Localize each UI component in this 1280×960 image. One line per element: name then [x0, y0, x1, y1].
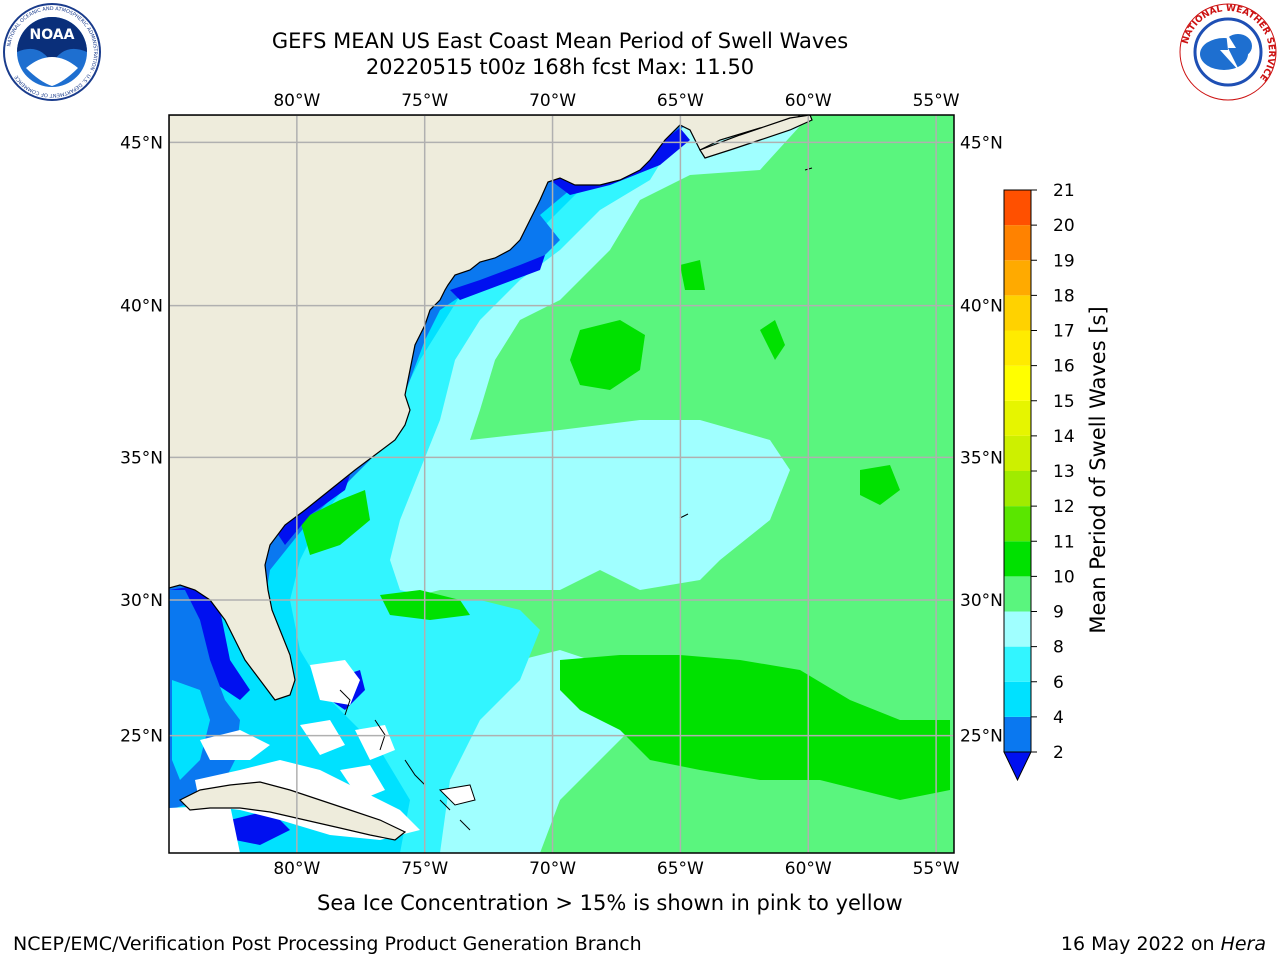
lon-label-bottom: 75°W — [401, 859, 448, 879]
colorbar-tick-label: 16 — [1053, 357, 1075, 377]
lat-label-left: 35°N — [120, 448, 163, 468]
colorbar-extend-triangle — [1003, 751, 1032, 782]
production-date: 16 May 2022 on Hera — [1061, 933, 1266, 955]
svg-text:NOAA: NOAA — [30, 27, 75, 43]
colorbar-segment — [1004, 576, 1031, 612]
colorbar-tick-label: 12 — [1053, 497, 1075, 517]
colorbar-tick-label: 6 — [1053, 673, 1064, 693]
colorbar-segment — [1004, 611, 1031, 647]
colorbar-segment — [1004, 646, 1031, 682]
colorbar-tick-label: 15 — [1053, 392, 1075, 412]
lon-label-top: 80°W — [273, 91, 320, 111]
colorbar-tick-label: 19 — [1053, 251, 1075, 271]
colorbar-segment — [1004, 400, 1031, 436]
colorbar-segment — [1004, 295, 1031, 331]
colorbar-segment — [1004, 435, 1031, 471]
map-subtitle-run-info: 20220515 t00z 168h fcst Max: 11.50 — [365, 55, 755, 79]
colorbar-segment — [1004, 541, 1031, 577]
colorbar-segment — [1004, 681, 1031, 717]
map-panel — [169, 115, 954, 853]
map-title: GEFS MEAN US East Coast Mean Period of S… — [271, 29, 849, 53]
colorbar-segment — [1004, 506, 1031, 542]
colorbar: 2 4 6 8 9 10 11 12 13 14 15 16 17 18 19 20 21 — [1003, 181, 1075, 782]
colorbar-segment — [1004, 190, 1031, 226]
graticule — [169, 115, 954, 853]
colorbar-segment — [1004, 471, 1031, 507]
lat-label-left: 25°N — [120, 727, 163, 747]
lon-label-top: 75°W — [401, 91, 448, 111]
production-date-text: 16 May 2022 on — [1060, 933, 1221, 955]
colorbar-tick-label: 14 — [1053, 427, 1075, 447]
lon-label-top: 70°W — [529, 91, 576, 111]
colorbar-tick-label: 11 — [1053, 532, 1075, 552]
nws-logo: NATIONAL WEATHER SERVICE — [1179, 3, 1277, 101]
producer-credit: NCEP/EMC/Verification Post Processing Pr… — [13, 933, 642, 955]
map-frame — [168, 114, 955, 854]
colorbar-tick-label: 2 — [1053, 743, 1064, 763]
colorbar-tick-label: 20 — [1053, 216, 1075, 236]
colorbar-tick-label: 10 — [1053, 567, 1075, 587]
sea-ice-note: Sea Ice Concentration > 15% is shown in … — [317, 891, 903, 915]
lat-label-right: 40°N — [960, 297, 1003, 317]
lat-label-right: 25°N — [960, 727, 1003, 747]
colorbar-tick-label: 13 — [1053, 462, 1075, 482]
colorbar-tick-label: 8 — [1053, 638, 1064, 658]
colorbar-tick-label: 9 — [1053, 603, 1064, 623]
colorbar-tick-label: 17 — [1053, 322, 1075, 342]
nova-scotia-landmass — [699, 115, 813, 159]
colorbar-tick-label: 21 — [1053, 181, 1075, 201]
lon-label-bottom: 65°W — [657, 859, 704, 879]
lat-label-left: 45°N — [120, 133, 163, 153]
colorbar-segment — [1004, 260, 1031, 296]
cuba-landmass — [178, 781, 407, 841]
colorbar-segment — [1004, 365, 1031, 401]
lon-label-bottom: 55°W — [913, 859, 960, 879]
lon-label-top: 60°W — [785, 91, 832, 111]
axis-labels: 80°W 80°W 75°W 75°W 70°W 70°W 65°W 65°W 60°W 60°W… — [120, 91, 1003, 879]
lon-label-top: 55°W — [913, 91, 960, 111]
lat-label-right: 30°N — [960, 591, 1003, 611]
lat-label-left: 30°N — [120, 591, 163, 611]
lat-label-right: 35°N — [960, 448, 1003, 468]
lon-label-bottom: 70°W — [529, 859, 576, 879]
lon-label-bottom: 80°W — [273, 859, 320, 879]
north-america-landmass — [169, 115, 801, 701]
lat-label-left: 40°N — [120, 297, 163, 317]
noaa-logo: NOAA NATIONAL OCEANIC AND ATMOSPHERIC AD… — [3, 3, 101, 101]
lon-label-top: 65°W — [657, 91, 704, 111]
host-name: Hera — [1220, 933, 1266, 955]
colorbar-segment — [1004, 330, 1031, 366]
colorbar-tick-label: 4 — [1053, 708, 1064, 728]
colorbar-segment — [1004, 716, 1031, 752]
colorbar-tick-label: 18 — [1053, 286, 1075, 306]
lon-label-bottom: 60°W — [785, 859, 832, 879]
colorbar-segment — [1004, 225, 1031, 261]
bahamas-islands — [339, 167, 813, 831]
colorbar-label: Mean Period of Swell Waves [s] — [1086, 306, 1110, 633]
lat-label-right: 45°N — [960, 133, 1003, 153]
